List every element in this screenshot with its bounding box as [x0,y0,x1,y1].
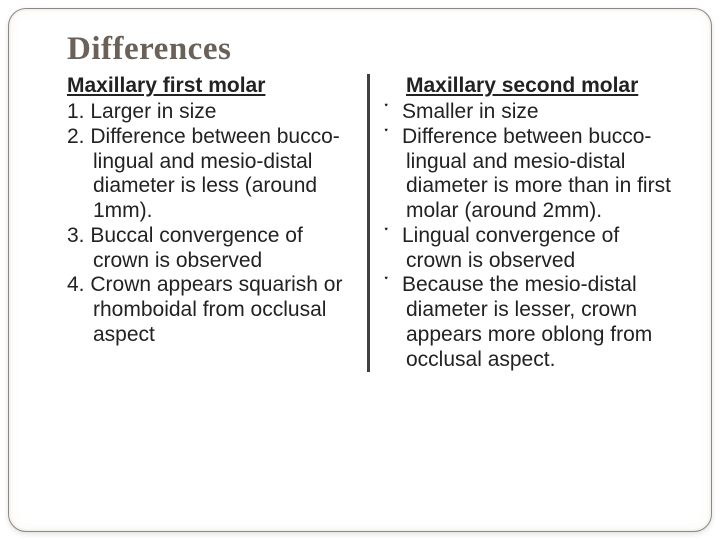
bullet-icon: ་ [384,125,402,150]
two-column-layout: Maxillary first molar 1. Larger in size … [67,74,687,372]
list-item: 1. Larger in size [67,100,353,125]
list-item-text: Because the mesio-distal diameter is les… [402,273,652,370]
list-item: 3. Buccal convergence of crown is observ… [67,224,353,274]
list-item: 4. Crown appears squarish or rhomboidal … [67,273,353,347]
column-divider [367,74,370,372]
list-item: ་Smaller in size [384,100,676,125]
list-item-text: Buccal convergence of crown is observed [90,224,302,272]
bullet-icon: ་ [384,100,402,125]
right-list: ་Smaller in size ་Difference between buc… [384,100,676,372]
list-item-text: Lingual convergence of crown is observed [402,224,619,272]
left-list: 1. Larger in size 2. Difference between … [67,100,353,348]
left-subheading: Maxillary first molar [67,74,353,98]
left-column: Maxillary first molar 1. Larger in size … [67,74,367,372]
right-column: Maxillary second molar ་Smaller in size … [376,74,676,372]
list-item: ་Difference between bucco-lingual and me… [384,125,676,224]
slide-frame: Differences Maxillary first molar 1. Lar… [8,8,712,532]
list-item-text: Difference between bucco-lingual and mes… [90,125,339,222]
list-item-text: Smaller in size [402,100,539,123]
list-item: 2. Difference between bucco-lingual and … [67,125,353,224]
list-item: ་Because the mesio-distal diameter is le… [384,273,676,372]
right-subheading: Maxillary second molar [406,74,676,98]
list-item: ་Lingual convergence of crown is observe… [384,224,676,274]
list-item-text: Crown appears squarish or rhomboidal fro… [90,273,342,346]
list-item-text: Larger in size [90,100,216,123]
slide-content: Differences Maxillary first molar 1. Lar… [67,31,687,511]
list-item-text: Difference between bucco-lingual and mes… [402,125,671,222]
bullet-icon: ་ [384,224,402,249]
slide-title: Differences [67,31,687,68]
bullet-icon: ་ [384,273,402,298]
